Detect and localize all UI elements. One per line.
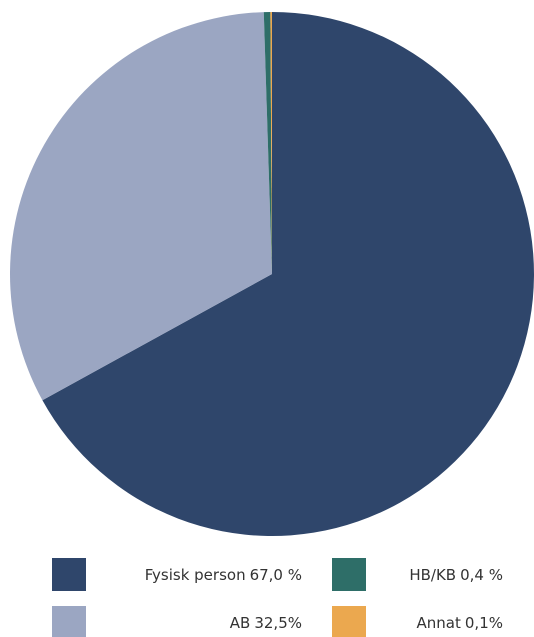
legend-label: HB/KB 0,4 % xyxy=(409,566,503,584)
legend-swatch xyxy=(52,606,86,637)
legend-swatch xyxy=(52,558,86,591)
legend-value: 0,1% xyxy=(465,614,503,632)
pie-slice xyxy=(263,12,272,275)
legend-name: Annat xyxy=(417,614,461,632)
legend-value: 0,4 % xyxy=(460,566,503,584)
legend-value: 67,0 % xyxy=(250,566,302,584)
pie-slice xyxy=(9,12,272,401)
legend-value: 32,5% xyxy=(254,614,302,632)
pie-slice xyxy=(42,12,534,536)
legend-label: AB 32,5% xyxy=(230,614,302,632)
legend-swatch xyxy=(332,606,366,637)
legend-label: Annat 0,1% xyxy=(417,614,503,632)
legend-name: HB/KB xyxy=(409,566,456,584)
legend-label: Fysisk person 67,0 % xyxy=(145,566,302,584)
legend-name: AB xyxy=(230,614,251,632)
pie-slice xyxy=(270,12,272,274)
legend-name: Fysisk person xyxy=(145,566,246,584)
legend-swatch xyxy=(332,558,366,591)
